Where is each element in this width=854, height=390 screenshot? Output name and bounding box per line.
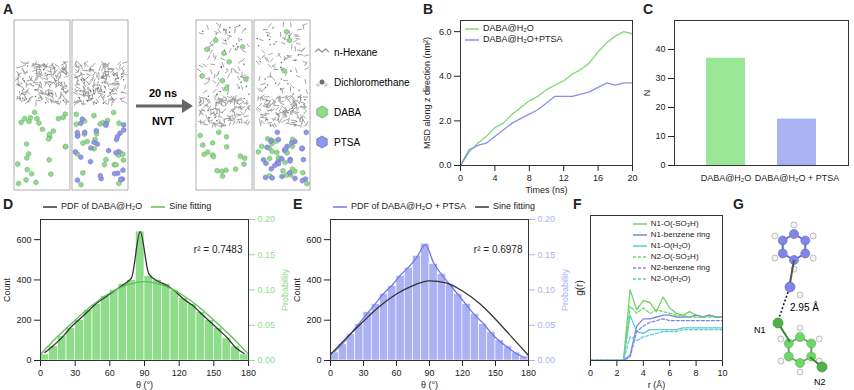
svg-text:N2: N2	[814, 377, 826, 387]
svg-text:10: 10	[717, 368, 727, 378]
svg-text:0.00: 0.00	[258, 355, 276, 365]
svg-text:20: 20	[655, 102, 665, 112]
html-text:N1-O(H₂O): N1-O(H₂O)	[650, 241, 691, 250]
svg-text:Count: Count	[2, 278, 12, 303]
svg-text:Probability: Probability	[560, 268, 570, 311]
svg-text:0.00: 0.00	[538, 355, 556, 365]
svg-text:60: 60	[391, 368, 401, 378]
svg-text:PTSA: PTSA	[334, 137, 360, 148]
svg-text:180: 180	[521, 368, 536, 378]
svg-text:n-Hexane: n-Hexane	[334, 47, 378, 58]
svg-text:8: 8	[527, 173, 532, 183]
svg-text:θ (°): θ (°)	[136, 380, 153, 390]
svg-text:12: 12	[559, 173, 569, 183]
html-text:g(r): g(r)	[573, 279, 585, 296]
svg-text:Count: Count	[292, 278, 302, 303]
svg-text:0: 0	[328, 368, 333, 378]
svg-text:r (Å): r (Å)	[648, 380, 666, 390]
svg-text:Probability: Probability	[280, 268, 290, 311]
html-text:PDF of DABA@H₂O: PDF of DABA@H₂O	[61, 201, 143, 211]
svg-text:0.20: 0.20	[538, 214, 556, 224]
svg-text:N: N	[642, 90, 652, 97]
html-text:G: G	[733, 196, 744, 212]
html-text:PDF of DABA@H₂O + PTSA: PDF of DABA@H₂O + PTSA	[351, 201, 466, 211]
svg-text:4.0: 4.0	[439, 71, 452, 81]
html-text:Sine fitting: Sine fitting	[169, 201, 212, 211]
html-text:DABA@H₂O+PTSA: DABA@H₂O+PTSA	[483, 34, 563, 44]
svg-text:0.10: 0.10	[258, 285, 276, 295]
svg-text:150: 150	[206, 368, 221, 378]
svg-text:90: 90	[424, 368, 434, 378]
svg-text:r² = 0.7483: r² = 0.7483	[194, 244, 243, 255]
svg-text:150: 150	[488, 368, 503, 378]
svg-text:0: 0	[316, 355, 321, 365]
svg-text:0.10: 0.10	[538, 285, 556, 295]
svg-text:2.0: 2.0	[439, 116, 452, 126]
svg-text:600: 600	[306, 235, 321, 245]
svg-text:180: 180	[241, 368, 256, 378]
svg-text:0: 0	[458, 173, 463, 183]
svg-text:6.0: 6.0	[439, 27, 452, 37]
html-text:DABA@H₂O: DABA@H₂O	[483, 23, 534, 33]
svg-text:30: 30	[358, 368, 368, 378]
svg-text:30: 30	[70, 368, 80, 378]
svg-text:DABA@H₂O + PTSA: DABA@H₂O + PTSA	[755, 173, 839, 183]
svg-text:2: 2	[614, 368, 619, 378]
svg-text:120: 120	[455, 368, 470, 378]
svg-text:20 ns: 20 ns	[149, 87, 177, 99]
svg-text:NVT: NVT	[152, 115, 174, 127]
html-text:N2-benzene ring: N2-benzene ring	[650, 263, 710, 272]
svg-text:120: 120	[172, 368, 187, 378]
html-text:B: B	[423, 1, 434, 17]
svg-text:400: 400	[16, 275, 31, 285]
svg-text:r² = 0.6978: r² = 0.6978	[474, 244, 523, 255]
svg-text:20: 20	[627, 173, 637, 183]
svg-text:16: 16	[593, 173, 603, 183]
svg-text:4: 4	[492, 173, 497, 183]
svg-text:200: 200	[16, 315, 31, 325]
svg-text:90: 90	[139, 368, 149, 378]
svg-text:0.05: 0.05	[258, 320, 276, 330]
svg-text:0.20: 0.20	[258, 214, 276, 224]
svg-text:Times (ns): Times (ns)	[525, 185, 567, 195]
svg-text:6: 6	[667, 368, 672, 378]
svg-text:0: 0	[660, 160, 665, 170]
svg-text:DABA@H₂O: DABA@H₂O	[701, 173, 752, 183]
svg-text:10: 10	[655, 131, 665, 141]
html-text:N2-O(-SO₃H): N2-O(-SO₃H)	[650, 252, 699, 261]
svg-text:400: 400	[306, 275, 321, 285]
svg-text:Dichloromethane: Dichloromethane	[334, 77, 410, 88]
svg-text:0: 0	[26, 355, 31, 365]
svg-text:2.95 Å: 2.95 Å	[790, 301, 819, 313]
svg-text:N1: N1	[754, 325, 766, 335]
svg-text:0.15: 0.15	[258, 250, 276, 260]
svg-text:600: 600	[16, 235, 31, 245]
svg-text:8: 8	[694, 368, 699, 378]
svg-text:MSD along z direction (nm²): MSD along z direction (nm²)	[422, 37, 432, 149]
svg-text:200: 200	[306, 315, 321, 325]
svg-text:0.15: 0.15	[538, 250, 556, 260]
svg-text:0: 0	[588, 368, 593, 378]
html-text:E: E	[293, 196, 303, 212]
svg-text:θ (°): θ (°)	[421, 380, 438, 390]
html-text:N1-O(-SO₃H): N1-O(-SO₃H)	[650, 219, 699, 228]
html-text:N1-benzene ring: N1-benzene ring	[650, 230, 710, 239]
html-text:C: C	[643, 1, 654, 17]
html-text:Sine fitting: Sine fitting	[492, 201, 535, 211]
html-text:F: F	[573, 196, 582, 212]
svg-text:0.05: 0.05	[538, 320, 556, 330]
svg-text:30: 30	[655, 73, 665, 83]
html-text:N2-O(H₂O): N2-O(H₂O)	[650, 274, 691, 283]
svg-text:0: 0	[38, 368, 43, 378]
svg-text:DABA: DABA	[334, 107, 362, 118]
svg-text:40: 40	[655, 44, 665, 54]
svg-text:0.0: 0.0	[439, 160, 452, 170]
html-text:A: A	[3, 1, 14, 17]
html-text:D: D	[3, 196, 14, 212]
svg-text:60: 60	[105, 368, 115, 378]
svg-text:4: 4	[641, 368, 646, 378]
